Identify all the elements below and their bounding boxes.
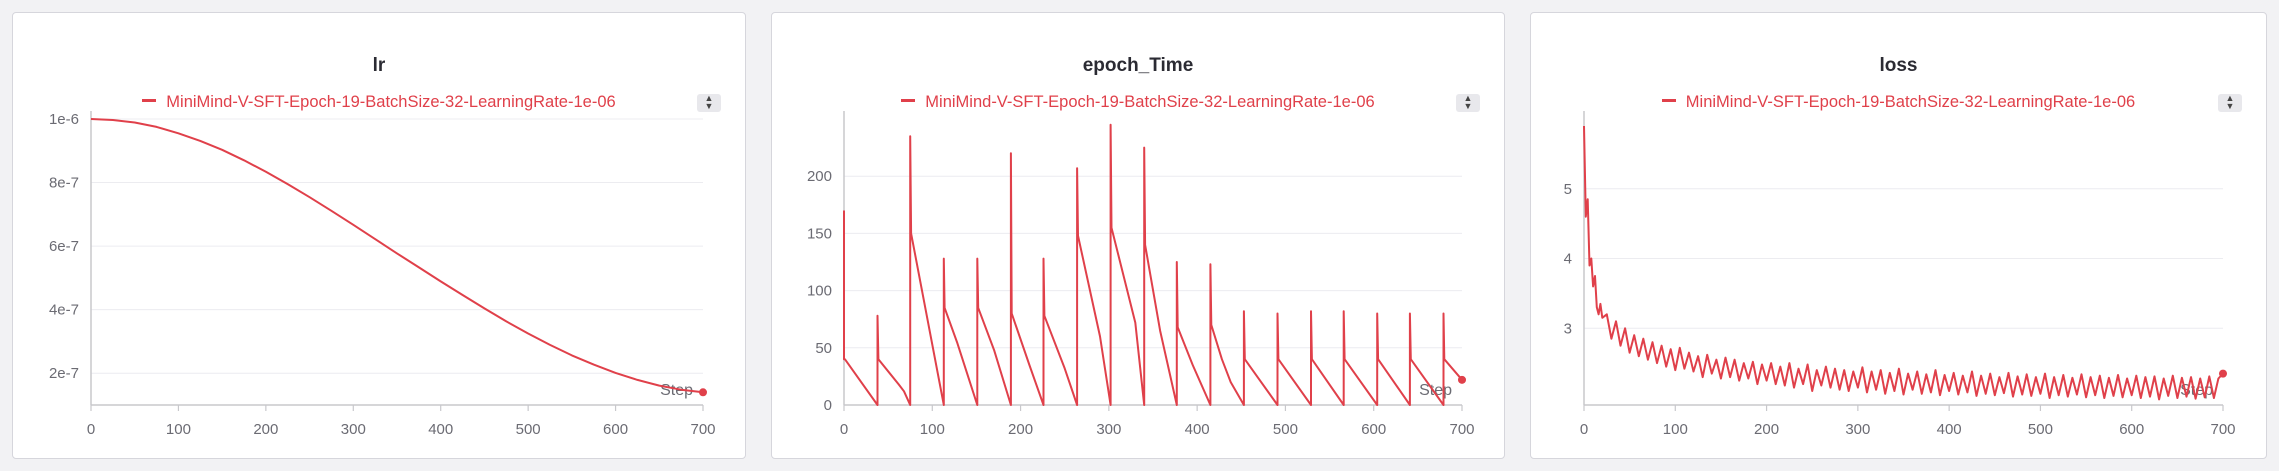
x-tick-label: 300 [1845,421,1870,438]
legend-label: MiniMind-V-SFT-Epoch-19-BatchSize-32-Lea… [166,93,616,111]
y-tick-label: 150 [807,225,832,242]
y-tick-label: 1e-6 [49,111,79,128]
y-tick-label: 6e-7 [49,238,79,255]
legend-label: MiniMind-V-SFT-Epoch-19-BatchSize-32-Lea… [1685,93,2136,111]
legend-label: MiniMind-V-SFT-Epoch-19-BatchSize-32-Lea… [925,93,1375,111]
x-tick-label: 600 [1361,421,1386,438]
x-tick-label: 700 [690,421,715,438]
chart-title: loss [1879,55,1918,76]
x-tick-label: 400 [428,421,453,438]
y-tick-label: 3 [1564,320,1572,337]
x-tick-label: 300 [341,421,366,438]
legend-entry[interactable]: MiniMind-V-SFT-Epoch-19-BatchSize-32-Lea… [13,93,745,112]
series-line[interactable] [843,123,1463,406]
series-line[interactable] [1583,125,2224,401]
series-end-point[interactable] [699,388,707,397]
x-tick-label: 600 [603,421,628,438]
x-tick-label: 600 [2119,421,2144,438]
sort-up-down-icon[interactable]: ▲ ▼ [2218,94,2242,112]
x-tick-label: 500 [2028,421,2053,438]
x-tick-label: 0 [87,421,95,438]
x-tick-label: 400 [1185,421,1210,438]
x-tick-label: 200 [1008,421,1033,438]
x-tick-label: 0 [840,421,848,438]
chart-panel-epoch-time: epoch_Time MiniMind-V-SFT-Epoch-19-Batch… [771,12,1505,459]
x-tick-label: 100 [920,421,945,438]
series-end-point[interactable] [2219,369,2227,378]
y-tick-label: 4 [1564,251,1572,268]
legend-swatch [1661,99,1676,103]
legend-entry[interactable]: MiniMind-V-SFT-Epoch-19-BatchSize-32-Lea… [772,93,1504,112]
sort-up-down-icon[interactable]: ▲ ▼ [697,94,721,112]
x-tick-label: 200 [1754,421,1779,438]
chart-plot-area[interactable]: 2e-7 4e-7 6e-7 8e-7 1e-6 0 100 200 300 400 500 600 7… [13,13,747,460]
legend-entry[interactable]: MiniMind-V-SFT-Epoch-19-BatchSize-32-Lea… [1531,93,2266,112]
y-tick-label: 200 [807,168,832,185]
y-tick-label: 50 [815,340,832,357]
chart-title: lr [372,55,386,76]
y-tick-label: 2e-7 [49,365,79,382]
x-axis-title: Step [660,382,693,399]
chart-title: epoch_Time [1082,55,1194,76]
chart-panel-lr: lr MiniMind-V-SFT-Epoch-19-BatchSize-32-… [12,12,746,459]
y-tick-label: 100 [807,283,832,300]
x-tick-label: 100 [1663,421,1688,438]
series-line[interactable] [90,118,704,394]
legend-swatch [142,99,157,103]
x-tick-label: 500 [516,421,541,438]
x-tick-label: 0 [1580,421,1588,438]
x-tick-label: 200 [253,421,278,438]
y-tick-label: 0 [824,397,832,414]
legend-swatch [901,99,916,103]
chart-plot-area[interactable]: 0 50 100 150 200 0 100 200 300 400 500 600 700 Step [772,13,1506,460]
x-tick-label: 500 [1273,421,1298,438]
y-tick-label: 4e-7 [49,302,79,319]
sort-up-down-icon[interactable]: ▲ ▼ [1456,94,1480,112]
x-tick-label: 300 [1096,421,1121,438]
series-end-point[interactable] [1458,375,1466,384]
x-axis-title: Step [1419,382,1452,399]
x-tick-label: 700 [2210,421,2235,438]
y-tick-label: 8e-7 [49,175,79,192]
x-tick-label: 400 [1937,421,1962,438]
y-tick-label: 5 [1564,181,1572,198]
x-tick-label: 700 [1449,421,1474,438]
x-tick-label: 100 [166,421,191,438]
chart-panel-loss: loss MiniMind-V-SFT-Epoch-19-BatchSize-3… [1530,12,2267,459]
